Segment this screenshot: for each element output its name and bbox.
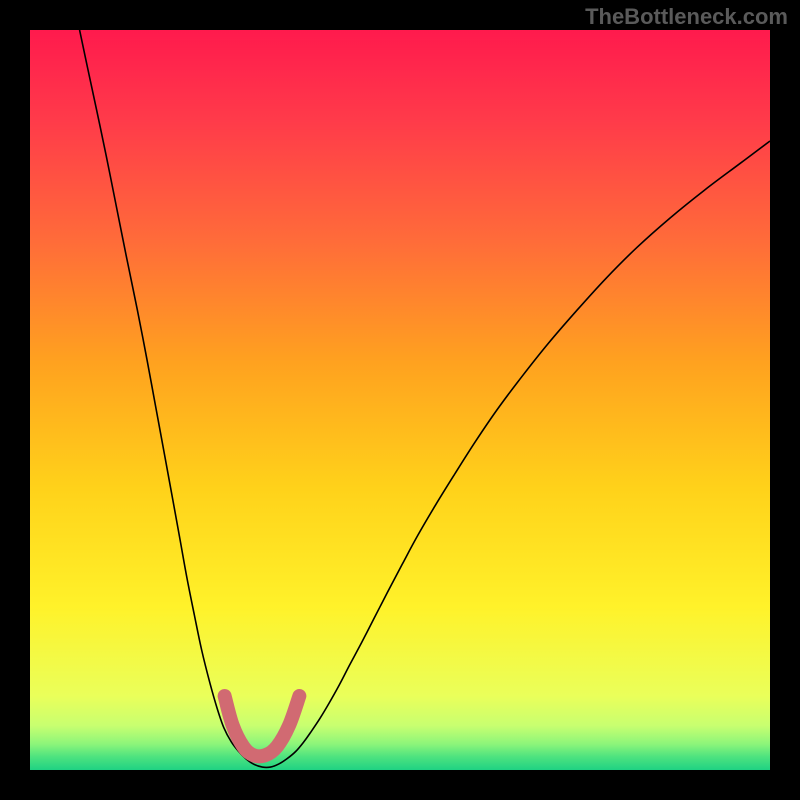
plot-area: [30, 30, 770, 770]
watermark-text: TheBottleneck.com: [585, 4, 788, 30]
plot-svg: [30, 30, 770, 770]
canvas: TheBottleneck.com: [0, 0, 800, 800]
plot-background: [30, 30, 770, 770]
